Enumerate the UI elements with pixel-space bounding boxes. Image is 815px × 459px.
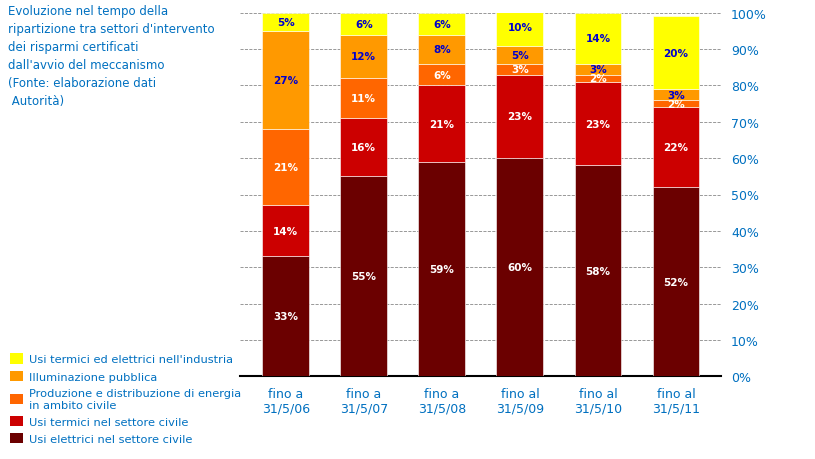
Text: 12%: 12% [351,52,377,62]
Text: 6%: 6% [355,20,372,30]
Bar [418,35,465,65]
Bar [496,159,544,376]
Text: 55%: 55% [351,272,377,282]
Bar [575,14,621,65]
Text: 27%: 27% [273,76,298,86]
Text: 23%: 23% [585,119,610,129]
Text: 21%: 21% [430,119,454,129]
Text: 3%: 3% [511,65,529,75]
Text: 60%: 60% [508,263,532,273]
Text: 6%: 6% [433,70,451,80]
Bar [653,108,699,188]
Text: 14%: 14% [273,226,298,236]
Text: 20%: 20% [663,49,689,59]
Bar [262,206,309,257]
Bar [575,166,621,376]
Bar [653,101,699,108]
Text: 5%: 5% [511,50,529,61]
Bar [418,14,465,35]
Bar [496,46,544,65]
Bar [418,162,465,376]
Bar [653,17,699,90]
Text: Evoluzione nel tempo della
ripartizione tra settori d'intervento
dei risparmi ce: Evoluzione nel tempo della ripartizione … [8,5,215,107]
Text: 5%: 5% [277,18,294,28]
Text: 6%: 6% [433,20,451,30]
Text: 3%: 3% [667,90,685,101]
Text: 52%: 52% [663,277,689,287]
Text: 11%: 11% [351,94,377,104]
Bar [575,83,621,166]
Legend: Usi termici ed elettrici nell'industria, Illuminazione pubblica, Produzione e di: Usi termici ed elettrici nell'industria,… [10,354,241,444]
Bar [341,14,387,35]
Bar [575,75,621,83]
Bar [575,65,621,75]
Text: 10%: 10% [508,23,532,33]
Bar [496,10,544,46]
Bar [653,188,699,376]
Bar [418,65,465,86]
Text: 16%: 16% [351,143,377,153]
Bar [496,75,544,159]
Bar [341,79,387,119]
Bar [262,32,309,130]
Bar [341,35,387,79]
Bar [262,257,309,376]
Bar [262,130,309,206]
Bar [341,119,387,177]
Text: 23%: 23% [508,112,532,122]
Bar [262,14,309,32]
Text: 22%: 22% [663,143,689,153]
Bar [418,86,465,162]
Bar [341,177,387,376]
Text: 33%: 33% [273,312,298,322]
Text: 2%: 2% [667,100,685,109]
Text: 58%: 58% [585,266,610,276]
Bar [496,65,544,75]
Text: 21%: 21% [273,163,298,173]
Text: 8%: 8% [433,45,451,55]
Text: 14%: 14% [585,34,610,44]
Text: 59%: 59% [430,264,454,274]
Text: 3%: 3% [589,65,607,75]
Text: 2%: 2% [589,74,607,84]
Bar [653,90,699,101]
